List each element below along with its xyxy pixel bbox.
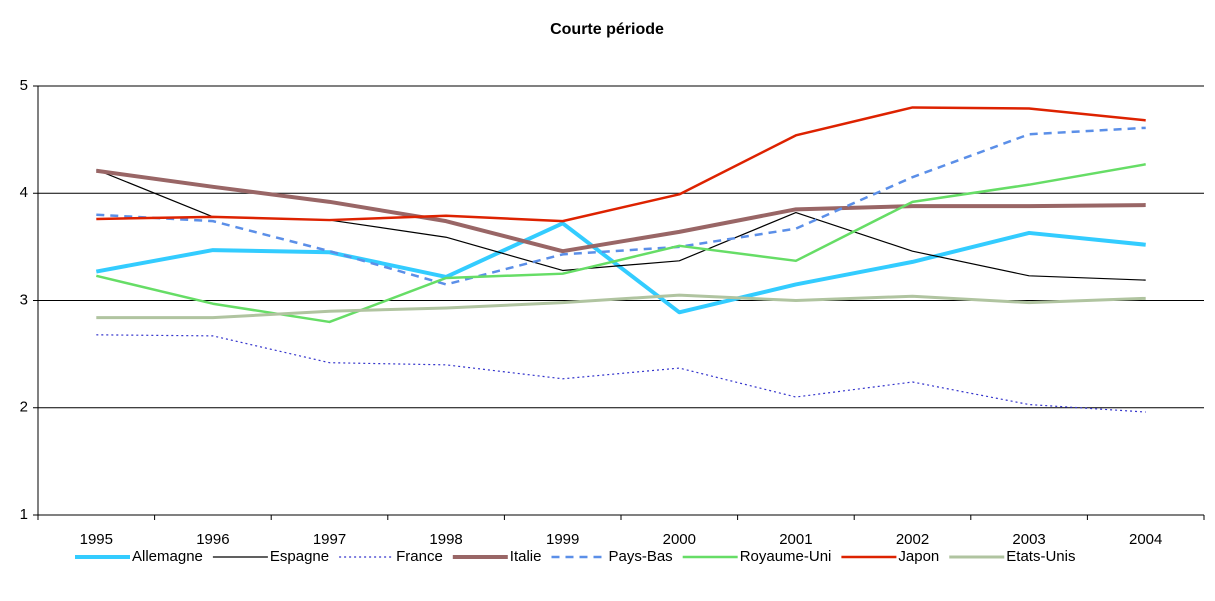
y-tick-label: 3 <box>20 291 28 308</box>
legend-label: France <box>396 548 443 565</box>
x-tick-label: 2003 <box>1012 531 1045 548</box>
series-line <box>96 334 1146 413</box>
series-line <box>96 169 1146 281</box>
series-line <box>96 163 1146 324</box>
series-line <box>96 106 1146 223</box>
chart-title: Courte période <box>550 21 664 38</box>
series-line <box>95 221 1146 315</box>
x-tick-label: 1998 <box>429 531 462 548</box>
x-tick-label: 1995 <box>80 531 113 548</box>
x-tick-label: 1996 <box>196 531 229 548</box>
x-tick-label: 1999 <box>546 531 579 548</box>
y-tick-label: 2 <box>20 399 28 416</box>
legend-label: Espagne <box>270 548 329 565</box>
y-tick-label: 4 <box>20 184 28 201</box>
x-tick-label: 2001 <box>779 531 812 548</box>
legend-label: Pays-Bas <box>608 548 672 565</box>
legend-label: Etats-Unis <box>1006 548 1075 565</box>
legend-label: Japon <box>898 548 939 565</box>
legend-label: Allemagne <box>132 548 203 565</box>
legend-label: Royaume-Uni <box>740 548 832 565</box>
x-tick-label: 2000 <box>663 531 696 548</box>
x-tick-label: 1997 <box>313 531 346 548</box>
y-tick-label: 1 <box>20 506 28 523</box>
series-line <box>96 293 1146 320</box>
series-line <box>96 168 1146 254</box>
y-tick-label: 5 <box>20 77 28 94</box>
x-tick-label: 2004 <box>1129 531 1162 548</box>
legend-label: Italie <box>510 548 542 565</box>
x-tick-label: 2002 <box>896 531 929 548</box>
series-line <box>96 126 1146 286</box>
